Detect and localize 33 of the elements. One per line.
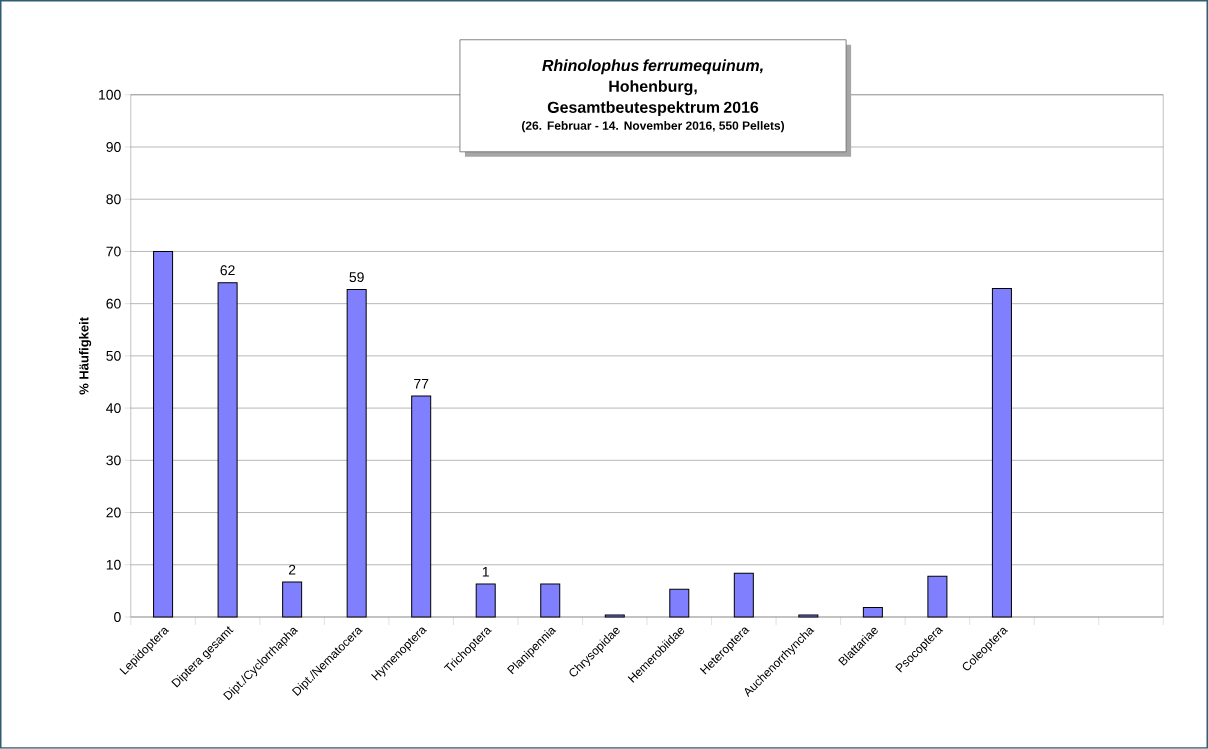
y-tick-label: 60 <box>106 298 121 309</box>
bar <box>604 614 625 618</box>
bar <box>282 581 303 618</box>
y-tick-label: 10 <box>106 559 121 570</box>
bar <box>475 583 496 618</box>
y-tick-label: 20 <box>106 507 121 518</box>
y-tick-label: 100 <box>99 89 121 100</box>
bar <box>411 395 432 618</box>
y-tick-label: 90 <box>106 142 121 153</box>
bar <box>669 588 690 618</box>
bar <box>991 288 1012 618</box>
annotation: 1 <box>482 567 489 577</box>
y-tick-label: 0 <box>114 612 121 623</box>
bar <box>798 614 819 618</box>
bar <box>217 282 238 618</box>
bar <box>862 607 883 618</box>
annotation: 62 <box>220 265 235 276</box>
annotation: 2 <box>288 564 296 575</box>
y-tick-label: 70 <box>106 246 121 257</box>
bar <box>346 289 367 618</box>
y-tick-label: 40 <box>106 403 121 414</box>
bar <box>927 575 948 618</box>
y-tick-label: 80 <box>106 194 121 205</box>
chart-title: Rhinolophus ferrumequinum, Hohenburg, Gesamtbeutespektrum 2016 <box>542 59 763 117</box>
y-axis-title: % Häufigkeit <box>79 317 92 395</box>
bar <box>153 251 174 618</box>
y-tick-label: 30 <box>106 455 121 466</box>
bar <box>540 583 561 618</box>
text: (26. Februar - 14. November 2016, 550 Pellets) <box>522 121 785 133</box>
annotation: 59 <box>349 272 364 283</box>
bar <box>733 572 754 618</box>
y-tick-label: 50 <box>106 351 121 361</box>
annotation: 77 <box>414 379 429 389</box>
